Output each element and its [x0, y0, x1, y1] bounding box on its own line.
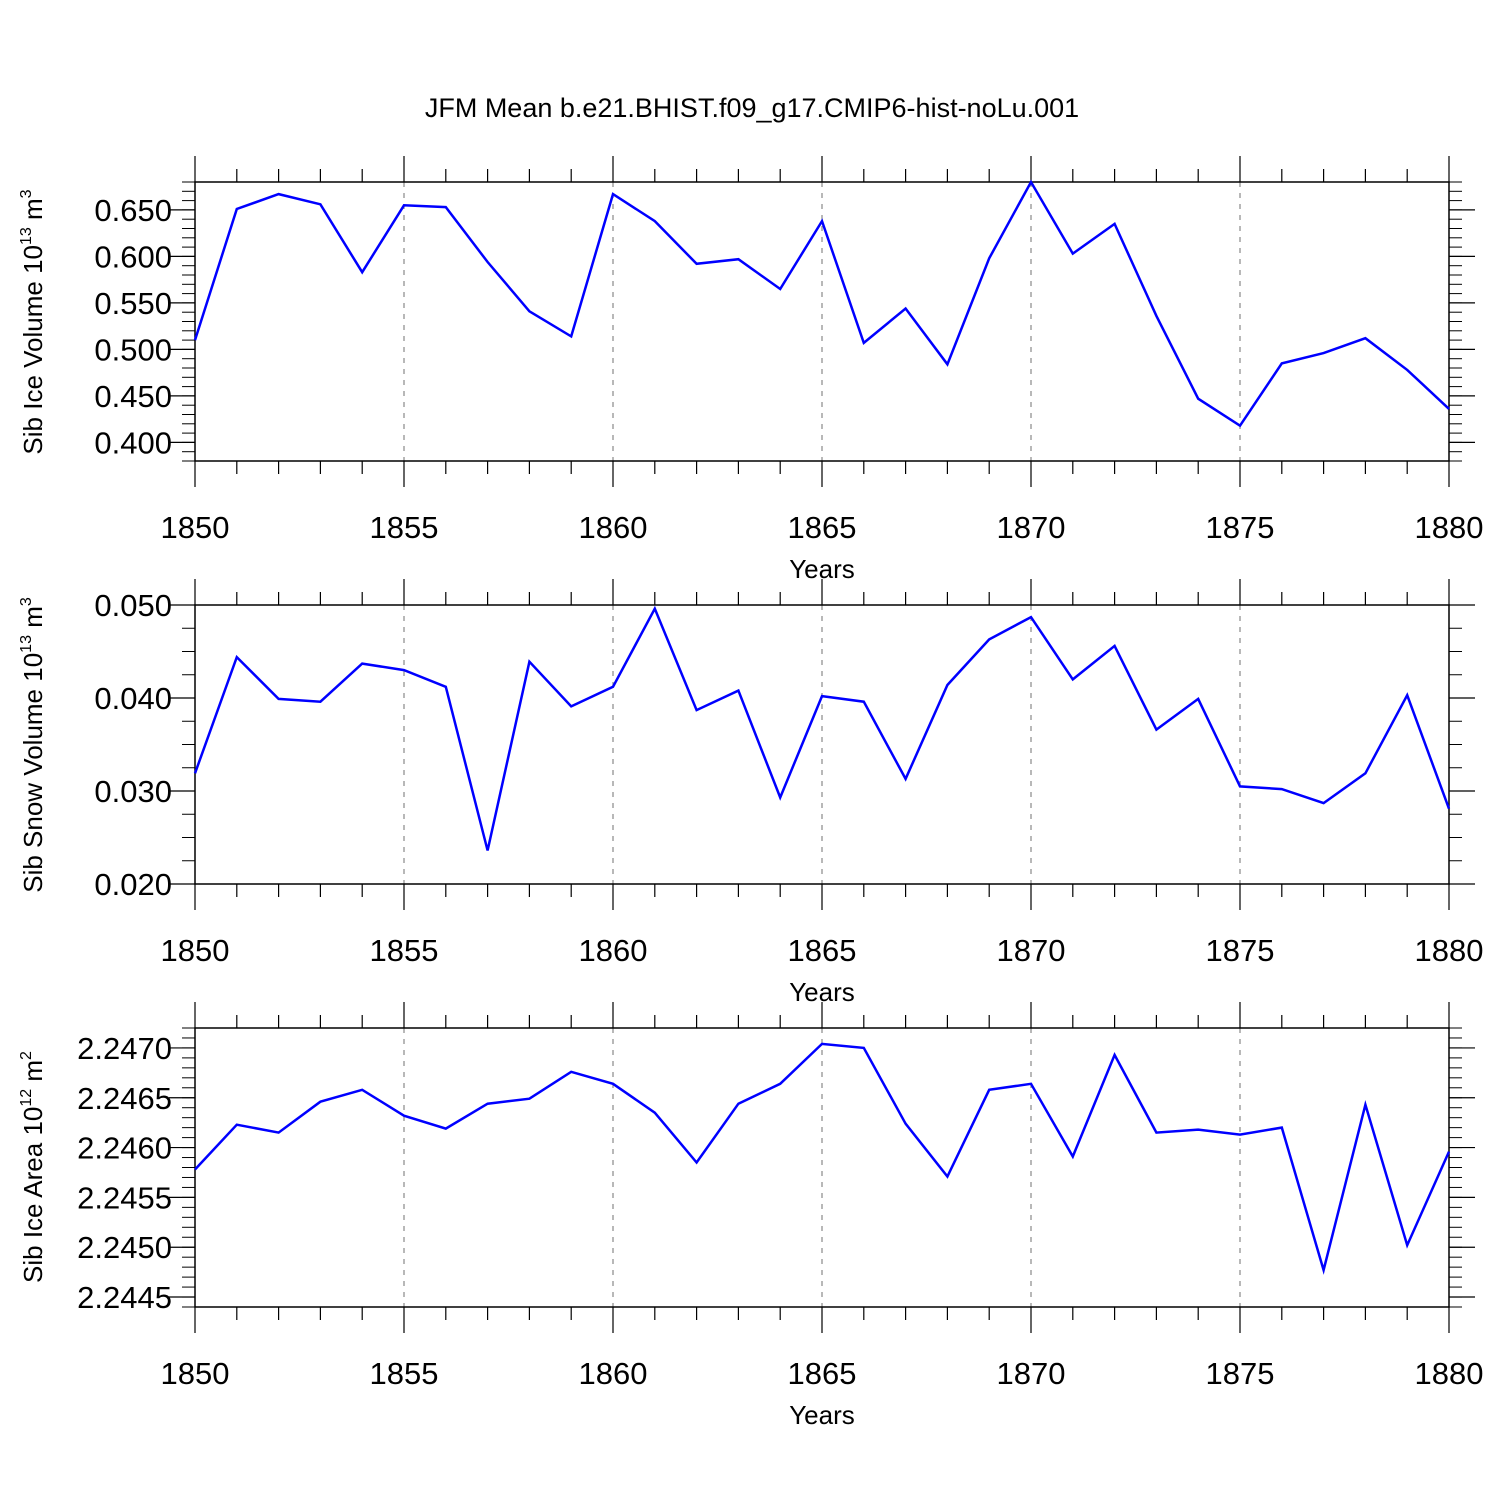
y-axis-label-exponent: 13: [18, 635, 35, 653]
y-tick-label: 0.600: [94, 239, 172, 274]
y-axis-label: Sib Ice Area 1012 m2: [18, 1051, 48, 1283]
x-tick-label: 1875: [1206, 933, 1275, 968]
x-tick-label: 1860: [579, 1356, 648, 1391]
y-tick-label: 0.650: [94, 193, 172, 228]
x-tick-label: 1855: [370, 933, 439, 968]
chart-panel-1: 0.400 0.450 0.500 0.550 0.600 0.650 1850 1855 18…: [18, 156, 1483, 584]
y-axis-label-unit-exponent: 2: [18, 1051, 35, 1060]
y-axis-label-unit-exponent: 3: [18, 597, 35, 606]
y-tick-label: 2.2460: [77, 1131, 172, 1166]
series-line: [194, 1042, 1451, 1275]
y-axis-label-unit: m: [18, 606, 48, 635]
x-tick-label: 1880: [1415, 933, 1484, 968]
y-axis-label-unit: m: [18, 1060, 48, 1089]
chart-panel-2: 0.020 0.030 0.040 0.050 1850 1855 1860 1865 1870…: [18, 579, 1483, 1007]
x-tick-label: 1875: [1206, 1356, 1275, 1391]
series-line: [193, 605, 1451, 851]
x-tick-label: 1880: [1415, 1356, 1484, 1391]
x-tick-label: 1870: [997, 933, 1066, 968]
x-tick-label: 1860: [579, 510, 648, 545]
y-axis-label-text: Sib Ice Area 10: [18, 1107, 48, 1283]
y-tick-label: 0.040: [94, 681, 172, 716]
chart-title: JFM Mean b.e21.BHIST.f09_g17.CMIP6-hist-…: [425, 93, 1079, 123]
y-tick-label: 0.030: [94, 774, 172, 809]
y-axis-label: Sib Snow Volume 1013 m3: [18, 597, 48, 893]
x-tick-label: 1865: [788, 933, 857, 968]
y-tick-label: 2.2465: [77, 1081, 172, 1116]
y-axis-label-text: Sib Snow Volume 10: [18, 653, 48, 893]
x-tick-label: 1875: [1206, 510, 1275, 545]
y-tick-label: 0.550: [94, 286, 172, 321]
y-axis-label-text: Sib Ice Volume 10: [18, 245, 48, 455]
plot-frame: [194, 1027, 1450, 1308]
x-tick-label: 1865: [788, 510, 857, 545]
y-tick-label: 0.450: [94, 379, 172, 414]
y-axis-label: Sib Ice Volume 1013 m3: [18, 189, 48, 454]
y-tick-label: 0.500: [94, 332, 172, 367]
y-tick-label: 0.050: [94, 588, 172, 623]
y-tick-label: 0.020: [94, 867, 172, 902]
y-tick-label: 2.2470: [77, 1031, 172, 1066]
y-tick-label: 0.400: [94, 425, 172, 460]
plot-frame: [194, 604, 1450, 885]
chart-panel-3: 2.2445 2.2450 2.2455 2.2460 2.2465 2.2470 1850…: [18, 1002, 1483, 1430]
x-tick-label: 1870: [997, 510, 1066, 545]
x-tick-label: 1850: [161, 933, 230, 968]
y-tick-label: 2.2445: [77, 1280, 172, 1315]
y-axis-label-exponent: 12: [18, 1089, 35, 1107]
y-tick-label: 2.2455: [77, 1180, 172, 1215]
x-tick-label: 1870: [997, 1356, 1066, 1391]
y-axis-label-unit: m: [18, 198, 48, 227]
x-tick-label: 1860: [579, 933, 648, 968]
x-tick-label: 1855: [370, 510, 439, 545]
x-tick-label: 1855: [370, 1356, 439, 1391]
y-tick-label: 2.2450: [77, 1230, 172, 1265]
x-tick-label: 1850: [161, 510, 230, 545]
x-tick-label: 1880: [1415, 510, 1484, 545]
x-tick-label: 1865: [788, 1356, 857, 1391]
y-axis-label-unit-exponent: 3: [18, 189, 35, 198]
series-line: [193, 179, 1450, 428]
y-axis-label-exponent: 13: [18, 227, 35, 245]
x-tick-label: 1850: [161, 1356, 230, 1391]
x-axis-label: Years: [789, 1400, 855, 1430]
